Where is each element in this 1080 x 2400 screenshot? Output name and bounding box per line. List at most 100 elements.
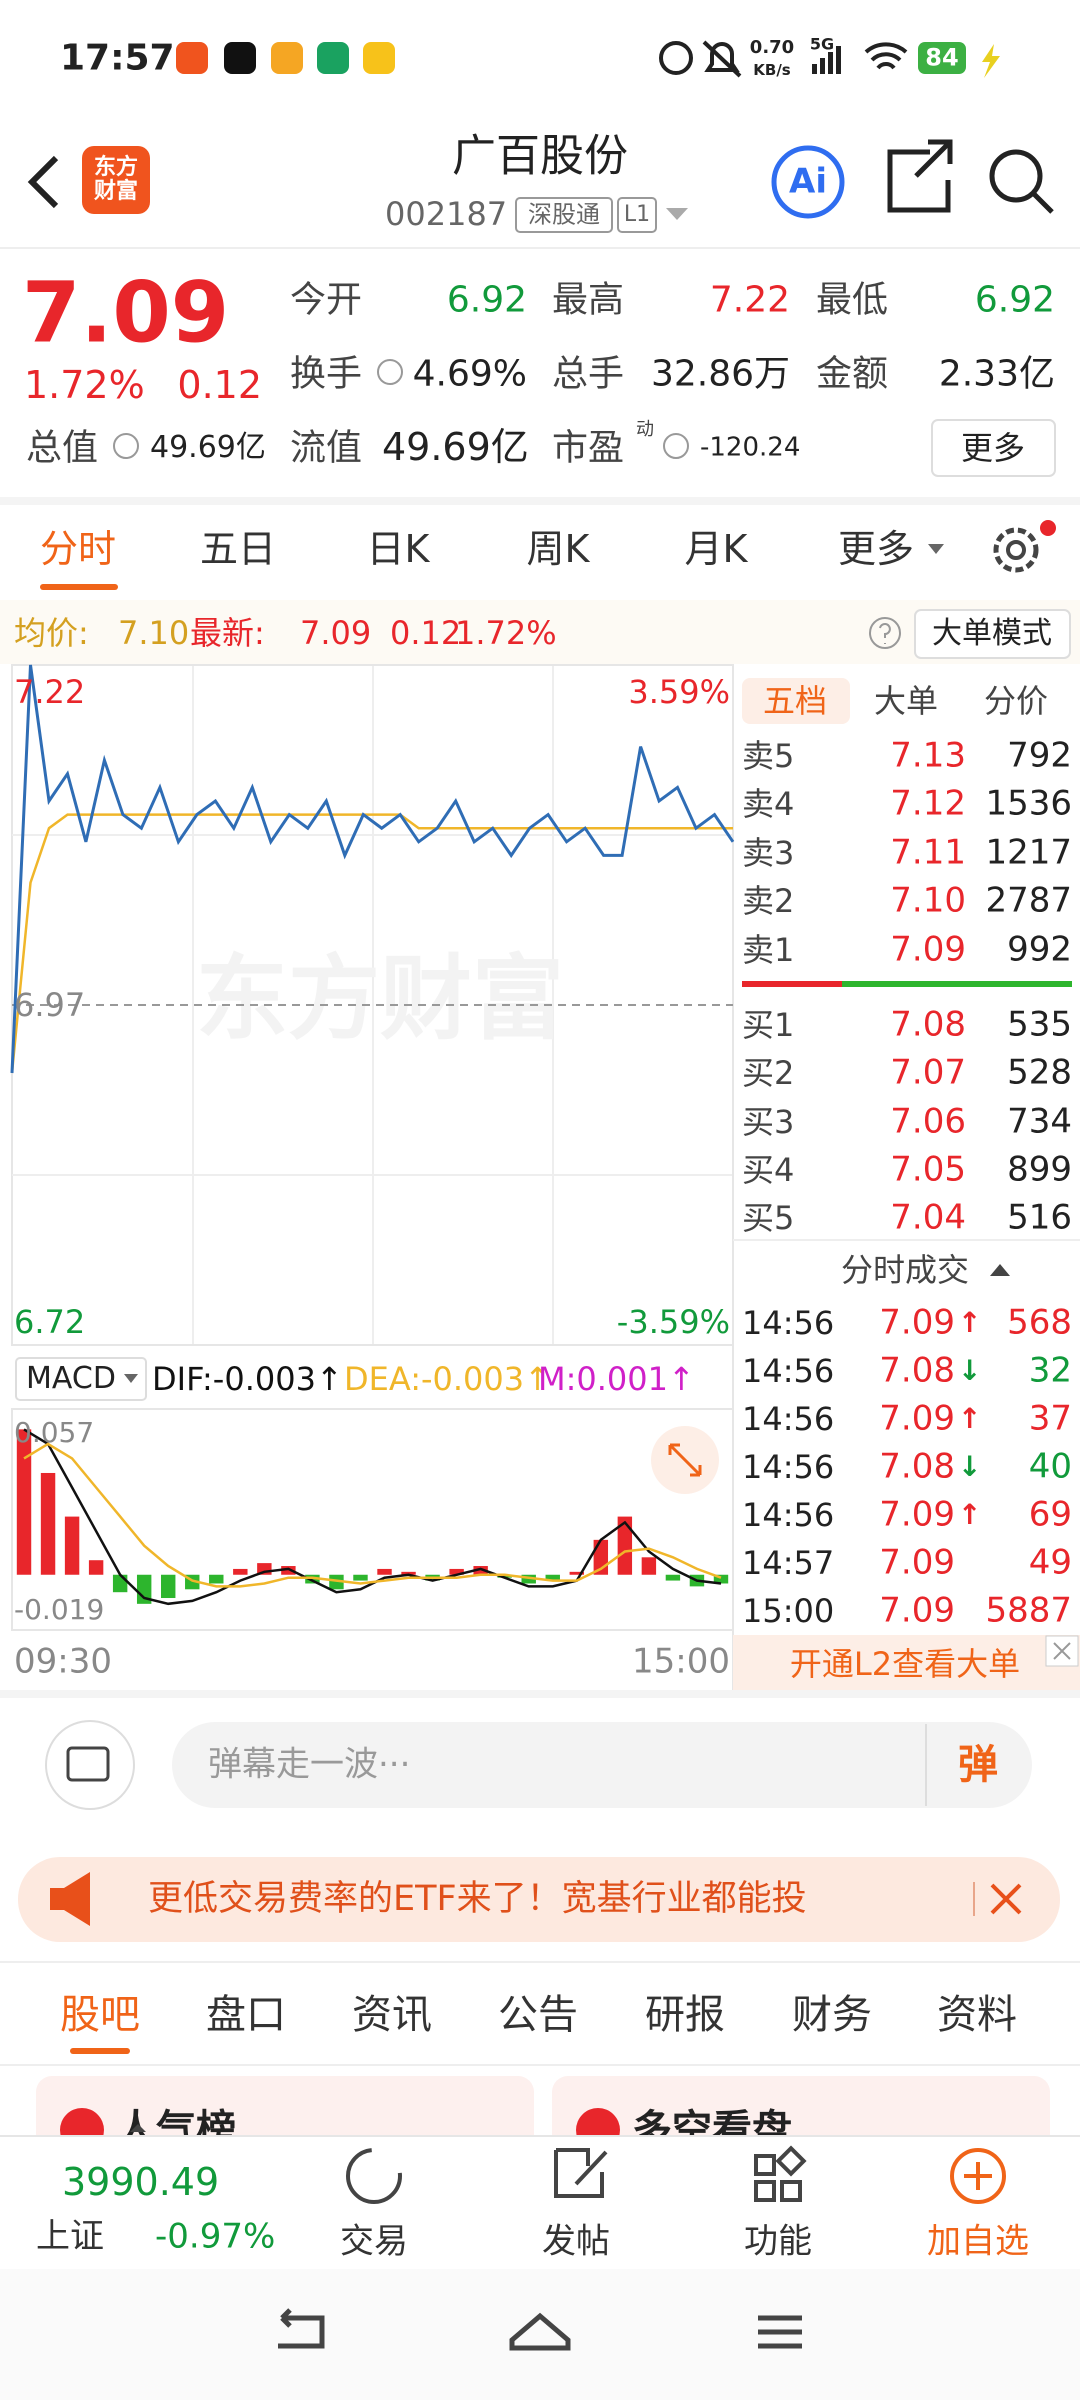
- nav-back[interactable]: [278, 2308, 325, 2349]
- trade-time: 15:00: [742, 1591, 835, 1630]
- y-tick-label: 6.97: [14, 985, 86, 1024]
- content-tab[interactable]: 研报: [645, 1992, 725, 2038]
- book-tab[interactable]: 分价: [983, 681, 1049, 720]
- back-button[interactable]: [27, 155, 59, 209]
- banner-text[interactable]: 更低交易费率的ETF来了！宽基行业都能投: [148, 1879, 807, 1919]
- chart-tab[interactable]: 日K: [366, 527, 430, 572]
- sort-icon: [990, 1264, 1010, 1276]
- help-icon[interactable]: [869, 617, 901, 649]
- ai-button[interactable]: [771, 145, 845, 219]
- book-label: 买2: [742, 1054, 795, 1093]
- change: 0.12: [177, 363, 262, 408]
- battery-icon: [918, 42, 966, 74]
- dropdown-icon: [124, 1374, 138, 1383]
- stock-tag: L1: [623, 201, 651, 227]
- y-tick-label: 0.057: [14, 1416, 95, 1450]
- book-volume: 792: [1007, 735, 1072, 776]
- macd-bar: [569, 1571, 584, 1575]
- close-button[interactable]: [990, 1883, 1022, 1915]
- price-line: [10, 664, 735, 1074]
- nav-item[interactable]: 功能: [744, 2221, 812, 2262]
- search-button[interactable]: [989, 149, 1043, 203]
- trade-price: 7.08: [879, 1350, 955, 1391]
- pct-label: 3.59%: [628, 672, 730, 711]
- index-name[interactable]: 上证: [36, 2216, 104, 2257]
- content-tab[interactable]: 股吧: [60, 1992, 140, 2038]
- function-icon[interactable]: [754, 2145, 807, 2202]
- book-volume: 516: [1007, 1197, 1072, 1238]
- l2-bar[interactable]: [733, 1635, 1080, 1690]
- promo-banner[interactable]: [18, 1857, 1060, 1942]
- content-tab[interactable]: 盘口: [206, 1992, 286, 2038]
- dropdown-icon[interactable]: [928, 544, 944, 554]
- pointer-icon: [130, 2124, 146, 2132]
- trade-icon[interactable]: [346, 2148, 402, 2204]
- x-tick-label: 09:30: [14, 1641, 112, 1682]
- settings-button[interactable]: [993, 527, 1039, 573]
- field-value: 49.69亿: [382, 425, 529, 470]
- trade-volume: 5887: [985, 1590, 1072, 1631]
- index-change[interactable]: -0.97%: [155, 2216, 276, 2257]
- chart-tab[interactable]: 周K: [526, 527, 590, 572]
- comment-input[interactable]: [172, 1722, 1032, 1808]
- trade-time: 14:56: [742, 1495, 835, 1534]
- nav-item[interactable]: 发帖: [542, 2221, 610, 2262]
- tag-box: [617, 197, 657, 233]
- book-tab[interactable]: 大单: [873, 681, 939, 720]
- book-tab[interactable]: 五档: [762, 681, 828, 720]
- comment-placeholder[interactable]: 弹幕走一波···: [208, 1744, 411, 1785]
- macd-bar: [473, 1566, 488, 1575]
- share-button[interactable]: [887, 139, 953, 213]
- macd-bar: [353, 1574, 368, 1581]
- trade-price: 7.09: [879, 1494, 955, 1535]
- ai-label[interactable]: Ai: [789, 161, 827, 202]
- book-price: 7.12: [890, 783, 966, 824]
- chart-tab[interactable]: 更多: [837, 527, 915, 572]
- field-label: 市盈: [552, 427, 625, 469]
- field-value: -120.24: [700, 432, 801, 463]
- barrage-button[interactable]: 弹: [958, 1742, 998, 1788]
- book-price: 7.13: [890, 735, 966, 776]
- indicator-name[interactable]: MACD: [26, 1361, 116, 1396]
- macd-line: [23, 1442, 722, 1588]
- mode-button[interactable]: [914, 609, 1071, 659]
- mode-button[interactable]: 大单模式: [932, 616, 1052, 651]
- search-button[interactable]: [1032, 192, 1054, 214]
- post-icon[interactable]: [554, 2148, 608, 2198]
- macd-bar: [233, 1568, 248, 1575]
- index-value[interactable]: 3990.49: [62, 2160, 220, 2205]
- nav-item[interactable]: 交易: [340, 2221, 408, 2262]
- trade-time: 14:57: [742, 1543, 835, 1582]
- price-line: [10, 813, 733, 1074]
- divider: [0, 1690, 1080, 1698]
- macd-bar: [401, 1571, 416, 1575]
- content-tab[interactable]: 资料: [937, 1992, 1017, 2038]
- more-button[interactable]: [931, 419, 1056, 477]
- chart-tab[interactable]: 五日: [199, 527, 277, 572]
- macd-bar: [545, 1574, 560, 1581]
- nav-menu[interactable]: [758, 2315, 802, 2349]
- add-watch-icon[interactable]: [950, 2148, 1006, 2204]
- macd-bar: [377, 1568, 392, 1575]
- indicator-select[interactable]: [15, 1357, 147, 1401]
- field-label: 最低: [816, 279, 889, 321]
- nav-item[interactable]: 加自选: [927, 2221, 1029, 2262]
- x-tick-label: 15:00: [632, 1641, 730, 1682]
- macd-bar: [257, 1563, 272, 1575]
- chart-tab[interactable]: 分时: [39, 527, 117, 572]
- dropdown-icon[interactable]: [666, 208, 688, 220]
- more-button[interactable]: 更多: [960, 428, 1026, 467]
- barrage-toggle[interactable]: [45, 1720, 135, 1810]
- content-tab[interactable]: 公告: [498, 1992, 578, 2038]
- battery-level: 84: [925, 43, 959, 72]
- info-text: 1.72%: [455, 613, 557, 652]
- l2-link[interactable]: 开通L2查看大单: [789, 1644, 1021, 1683]
- nav-home[interactable]: [509, 2312, 571, 2351]
- chart-tab[interactable]: 月K: [684, 527, 748, 572]
- content-tab[interactable]: 资讯: [352, 1992, 432, 2038]
- charging-icon: [982, 44, 1000, 78]
- trade-arrow: ↑: [958, 1498, 982, 1532]
- content-tab[interactable]: 财务: [792, 1992, 872, 2038]
- trade-volume: 49: [1028, 1542, 1072, 1583]
